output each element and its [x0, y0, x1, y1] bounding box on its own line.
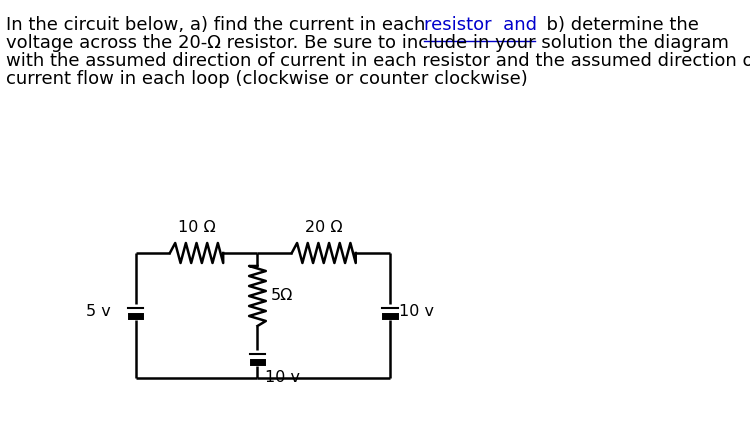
- Text: 10 Ω: 10 Ω: [178, 220, 215, 235]
- Text: 5Ω: 5Ω: [272, 289, 293, 303]
- Text: In the circuit below, a) find the current in each: In the circuit below, a) find the curren…: [6, 16, 431, 34]
- Text: voltage across the 20-Ω resistor. Be sure to include in your solution the diagra: voltage across the 20-Ω resistor. Be sur…: [6, 34, 729, 52]
- Text: 5 v: 5 v: [86, 305, 111, 319]
- Text: with the assumed direction of current in each resistor and the assumed direction: with the assumed direction of current in…: [6, 52, 750, 70]
- Text: 10 v: 10 v: [399, 305, 434, 319]
- Text: b) determine the: b) determine the: [535, 16, 699, 34]
- Text: current flow in each loop (clockwise or counter clockwise): current flow in each loop (clockwise or …: [6, 70, 528, 88]
- Text: 20 Ω: 20 Ω: [305, 220, 343, 235]
- Text: resistor  and: resistor and: [424, 16, 537, 34]
- Text: 10 v: 10 v: [265, 370, 300, 385]
